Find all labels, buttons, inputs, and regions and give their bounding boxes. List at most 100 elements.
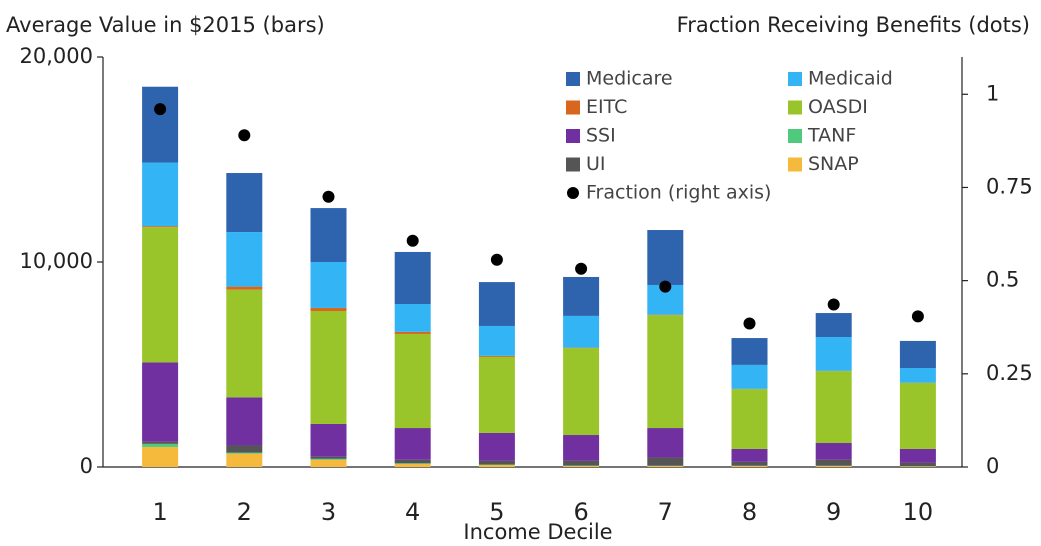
- legend-swatch: [566, 157, 580, 172]
- y2-tick-label: 0: [986, 454, 999, 478]
- legend-label: Medicare: [586, 68, 673, 90]
- fraction-dot: [490, 253, 503, 266]
- fraction-dot: [827, 298, 840, 311]
- bar-segment: [815, 459, 852, 466]
- bar-segment: [647, 465, 684, 467]
- bar-segment: [815, 337, 852, 371]
- x-tick-label: 4: [405, 498, 420, 526]
- bar-segment: [226, 289, 263, 398]
- legend-label: Medicaid: [808, 68, 893, 90]
- legend-marker: [567, 187, 579, 199]
- y-tick-label: 0: [80, 454, 93, 478]
- x-label: Income Decile: [463, 520, 612, 544]
- x-tick-label: 5: [489, 498, 504, 526]
- bar-segment: [394, 428, 431, 460]
- fraction-dot: [911, 310, 924, 323]
- bar-segment: [310, 459, 347, 467]
- x-tick-label: 7: [658, 498, 673, 526]
- chart-title: Average Value in $2015 (bars): [6, 13, 325, 37]
- legend-swatch: [788, 157, 802, 172]
- bar-segment: [226, 173, 263, 233]
- legend-label: Fraction (right axis): [586, 182, 771, 204]
- bar-segment: [142, 226, 179, 228]
- bar-segment: [899, 448, 936, 463]
- bar-segment: [563, 315, 600, 348]
- bar-segment: [647, 457, 684, 466]
- x-tick-label: 10: [903, 498, 934, 526]
- bar-segment: [226, 445, 263, 453]
- bar-segment: [647, 315, 684, 429]
- fraction-dot: [406, 234, 419, 247]
- bar-segment: [899, 382, 936, 449]
- bar-segment: [310, 456, 347, 459]
- bar-segment: [226, 397, 263, 446]
- bar-segment: [394, 463, 431, 464]
- bar-segment: [731, 389, 768, 449]
- bar-segment: [647, 428, 684, 458]
- bar-segment: [731, 338, 768, 365]
- y-tick-label: 10,000: [20, 249, 93, 273]
- y2-title: Fraction Receiving Benefits (dots): [677, 13, 1030, 37]
- y2-tick-label: 0.75: [986, 174, 1033, 198]
- legend-swatch: [566, 129, 580, 143]
- bar-segment: [815, 371, 852, 444]
- bar-segment: [815, 443, 852, 460]
- fraction-dot: [238, 129, 251, 142]
- x-tick-label: 1: [152, 498, 167, 526]
- bar-segment: [899, 466, 936, 467]
- fraction-dot: [322, 190, 335, 203]
- bar-segment: [647, 230, 684, 285]
- y2-tick-label: 0.25: [986, 361, 1033, 385]
- bar-segment: [394, 333, 431, 429]
- bar-segment: [731, 364, 768, 389]
- bar-segment: [478, 432, 515, 461]
- y2-tick-label: 1: [986, 81, 999, 105]
- bar-segment: [478, 355, 515, 357]
- x-tick-label: 3: [321, 498, 336, 526]
- legend-swatch: [566, 72, 580, 86]
- bar-segment: [899, 367, 936, 383]
- fraction-dot: [743, 317, 756, 330]
- bar-segment: [731, 461, 768, 466]
- x-tick-label: 8: [742, 498, 757, 526]
- bar-segment: [142, 86, 179, 163]
- bar-segment: [394, 331, 431, 334]
- bar-segment: [226, 453, 263, 467]
- bar-segment: [478, 282, 515, 326]
- x-tick-label: 9: [826, 498, 841, 526]
- bar-segment: [226, 452, 263, 454]
- bar-segment: [310, 423, 347, 457]
- bar-segment: [478, 325, 515, 356]
- legend-swatch: [566, 100, 580, 115]
- bar-segment: [899, 462, 936, 467]
- legend-label: UI: [586, 153, 606, 175]
- y2-tick-label: 0.5: [986, 268, 1019, 292]
- bar-segment: [142, 441, 179, 444]
- legend-label: SSI: [586, 125, 616, 147]
- legend-label: EITC: [586, 96, 627, 118]
- bar-segment: [310, 307, 347, 311]
- legend-label: TANF: [807, 125, 856, 147]
- bar-segment: [142, 227, 179, 363]
- bar-segment: [394, 459, 431, 464]
- x-tick-label: 6: [573, 498, 588, 526]
- bar-segment: [394, 463, 431, 467]
- fraction-dot: [575, 262, 588, 275]
- bar-segment: [899, 340, 936, 368]
- legend-swatch: [788, 72, 802, 86]
- bar-segment: [563, 460, 600, 466]
- legend-label: OASDI: [808, 96, 868, 118]
- bar-segment: [142, 446, 179, 467]
- bar-segment: [310, 458, 347, 460]
- bar-segment: [563, 435, 600, 461]
- bar-segment: [394, 251, 431, 305]
- bar-segment: [478, 460, 515, 465]
- bar-segment: [142, 362, 179, 442]
- bar-segment: [731, 448, 768, 462]
- bar-segment: [563, 465, 600, 467]
- fraction-dot: [154, 103, 167, 116]
- bar-segment: [394, 304, 431, 332]
- bar-segment: [310, 262, 347, 308]
- bar-segment: [815, 465, 852, 467]
